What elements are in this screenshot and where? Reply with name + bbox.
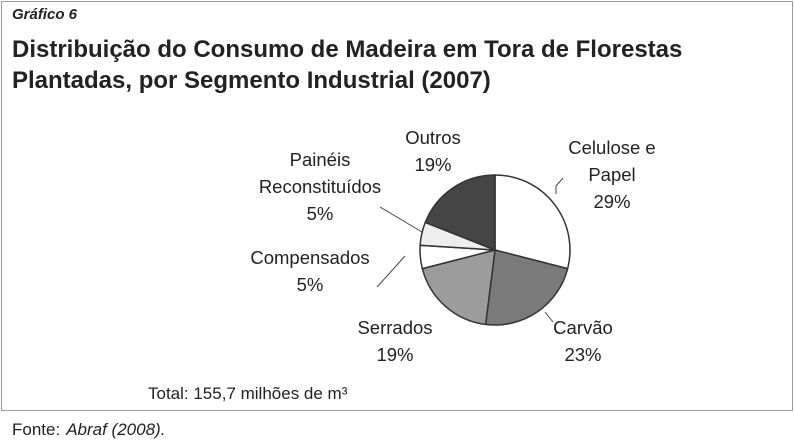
value-label: 19% — [414, 154, 452, 175]
leader-line — [544, 311, 554, 323]
category-label: Serrados — [357, 317, 433, 338]
value-label: 5% — [296, 274, 324, 295]
pie-slice — [424, 174, 496, 252]
chart-number: Gráfico 6 — [12, 6, 78, 23]
pie-slice — [421, 248, 496, 326]
value-label: 5% — [306, 203, 334, 224]
source-label: Fonte: — [12, 420, 61, 439]
slice-label: Celulose e Papel 29% — [557, 134, 667, 215]
leader-lines — [376, 177, 564, 323]
slice-label: Painéis Reconstituídos 5% — [245, 146, 395, 227]
chart-title: Distribuição do Consumo de Madeira em To… — [12, 36, 683, 94]
slice-label: Outros 19% — [405, 124, 461, 178]
slice-label: Serrados 19% — [357, 314, 432, 368]
category-label: Carvão — [553, 317, 613, 338]
category-label: Compensados — [250, 247, 370, 268]
leader-line — [376, 255, 406, 288]
pie-slice — [484, 249, 569, 326]
source-text: Abraf (2008). — [66, 420, 166, 439]
total-note: Total: 155,7 milhões de m³ — [148, 384, 348, 403]
leader-line — [555, 177, 564, 194]
slice-label: Carvão 23% — [553, 314, 613, 368]
value-label: 19% — [376, 344, 414, 365]
source: Fonte: Abraf (2008). — [12, 420, 165, 440]
slice-label: Compensados 5% — [250, 244, 369, 298]
chart-frame — [1, 1, 793, 411]
value-label: 23% — [564, 344, 602, 365]
category-label: Celulose e Papel — [568, 137, 656, 185]
pie-slice — [494, 174, 571, 270]
category-label: Outros — [405, 127, 461, 148]
leader-line — [379, 206, 423, 233]
value-label: 29% — [593, 191, 631, 212]
category-label: Painéis Reconstituídos — [258, 149, 382, 197]
